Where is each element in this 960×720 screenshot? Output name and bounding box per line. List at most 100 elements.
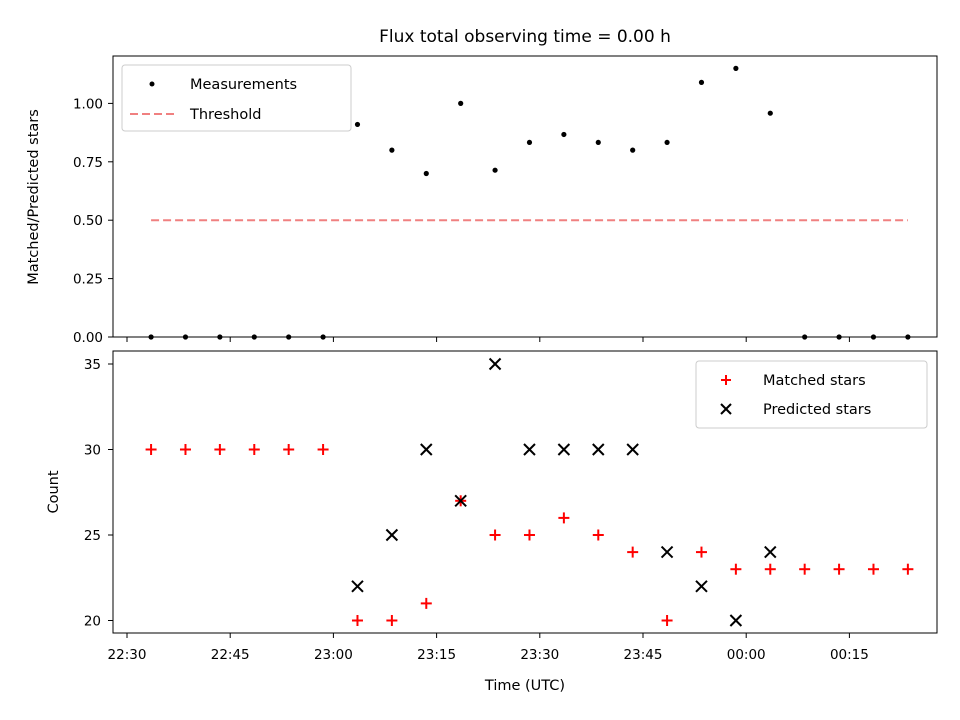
predicted-star-point (420, 443, 433, 456)
x-tick-label: 23:00 (314, 647, 353, 663)
bottom-x-axis: 22:30 22:45 23:00 23:15 23:30 23:45 00:00 00:15 (108, 633, 869, 663)
predicted-x-b (660, 545, 674, 559)
predicted-x-b (695, 580, 708, 593)
bottom-panel: 20 25 30 35 22:30 22:45 23:00 23:15 23:30 23:45 0… (46, 350, 938, 694)
measurement-point (354, 121, 361, 128)
top-axes-frame (112, 55, 938, 338)
bottom-y-tick-label: 25 (84, 528, 101, 544)
bottom-y-tick-label: 30 (84, 443, 101, 459)
chart-title: Flux total observing time = 0.00 h (379, 27, 671, 47)
matched-star-point (730, 563, 742, 575)
matched-star-point (386, 615, 398, 626)
predicted-star-point (660, 545, 674, 559)
predicted-star-point (729, 614, 743, 627)
top-y-tick-label: 0.25 (73, 272, 103, 288)
matched-star-point (179, 444, 191, 455)
predicted-star-point (626, 443, 639, 456)
matched-star-point (283, 444, 295, 455)
predicted-star-point (695, 580, 708, 593)
predicted-x-b (764, 545, 777, 559)
matched-star-point (799, 563, 811, 575)
bottom-legend-box (695, 360, 928, 429)
bottom-legend: Matched stars Predicted stars (695, 360, 928, 429)
legend-predicted-label: Predicted stars (763, 402, 871, 418)
bottom-y-axis-label: Count (46, 470, 62, 513)
top-y-axis: 0.00 0.25 0.50 0.75 1.00 (73, 96, 113, 346)
matched-star-point (558, 512, 570, 524)
predicted-x-b (351, 580, 364, 593)
matched-star-point (145, 444, 157, 455)
x-tick-label: 00:00 (727, 647, 766, 663)
measurement-point (664, 139, 670, 146)
bottom-plot-area (145, 357, 914, 627)
predicted-x-b (420, 443, 433, 456)
predicted-x-b (592, 443, 605, 456)
predicted-star-point (523, 443, 536, 456)
legend-measurements-label: Measurements (190, 77, 297, 93)
matched-star-point (214, 444, 226, 455)
measurement-point (492, 167, 498, 173)
x-tick-label: 22:30 (108, 647, 147, 663)
top-y-tick-label: 0.75 (73, 155, 103, 171)
bottom-axes-frame (112, 350, 938, 634)
top-y-tick-label: 0.00 (73, 330, 103, 346)
measurement-point (767, 110, 773, 116)
matched-star-point (592, 529, 604, 541)
bottom-y-tick-label: 35 (84, 357, 101, 373)
matched-star-point (695, 546, 707, 558)
measurement-point (561, 131, 567, 138)
x-axis-label: Time (UTC) (484, 678, 565, 694)
x-tick-label: 22:45 (211, 647, 250, 663)
bottom-y-axis: 20 25 30 35 (84, 357, 113, 630)
matched-star-point (351, 615, 363, 626)
measurement-point (423, 170, 429, 177)
predicted-x-b (385, 528, 399, 542)
top-y-axis-label: Matched/Predicted stars (26, 109, 42, 285)
predicted-star-point (592, 443, 605, 456)
measurement-point (595, 139, 601, 146)
measurement-point (526, 139, 533, 146)
measurement-point (389, 147, 395, 153)
matched-star-point (867, 563, 879, 575)
measurement-point (733, 65, 739, 71)
top-panel: 0.00 0.25 0.50 0.75 1.00 Matched/Predicted s… (26, 55, 938, 346)
measurement-point (458, 100, 464, 106)
top-legend: Measurements Threshold (121, 64, 352, 132)
predicted-x-b (523, 443, 536, 456)
matched-star-point (420, 597, 432, 609)
top-y-tick-label: 1.00 (73, 96, 103, 112)
predicted-x-b (729, 614, 743, 627)
legend-threshold-label: Threshold (189, 107, 261, 123)
matched-star-point (489, 529, 501, 541)
predicted-x-b (557, 443, 571, 456)
matched-star-point (661, 615, 673, 626)
predicted-star-point (764, 545, 777, 559)
legend-matched-label: Matched stars (763, 373, 866, 389)
matched-star-point (764, 563, 776, 575)
x-tick-label: 23:30 (520, 647, 559, 663)
x-tick-label: 00:15 (830, 647, 869, 663)
legend-predicted-marker (720, 403, 732, 415)
matched-star-point (248, 444, 260, 455)
predicted-star-point (454, 494, 467, 508)
predicted-star-point (351, 580, 364, 593)
matched-star-point (523, 529, 535, 541)
legend-matched-marker (721, 375, 731, 385)
x-tick-label: 23:45 (624, 647, 663, 663)
matched-star-point (833, 563, 845, 575)
bottom-y-tick-label: 20 (84, 614, 101, 630)
predicted-star-point (385, 528, 399, 542)
top-legend-box (121, 64, 352, 132)
legend-measurement-marker (149, 81, 155, 87)
predicted-x-b (626, 443, 639, 456)
predicted-star-point (557, 443, 571, 456)
top-y-tick-label: 0.50 (73, 213, 103, 229)
x-tick-label: 23:15 (417, 647, 456, 663)
top-x-axis (126, 337, 850, 342)
measurement-point (630, 147, 636, 153)
predicted-x-b (488, 357, 502, 371)
predicted-x-b (454, 494, 467, 508)
matched-star-point (317, 444, 329, 455)
matched-star-point (902, 563, 914, 575)
